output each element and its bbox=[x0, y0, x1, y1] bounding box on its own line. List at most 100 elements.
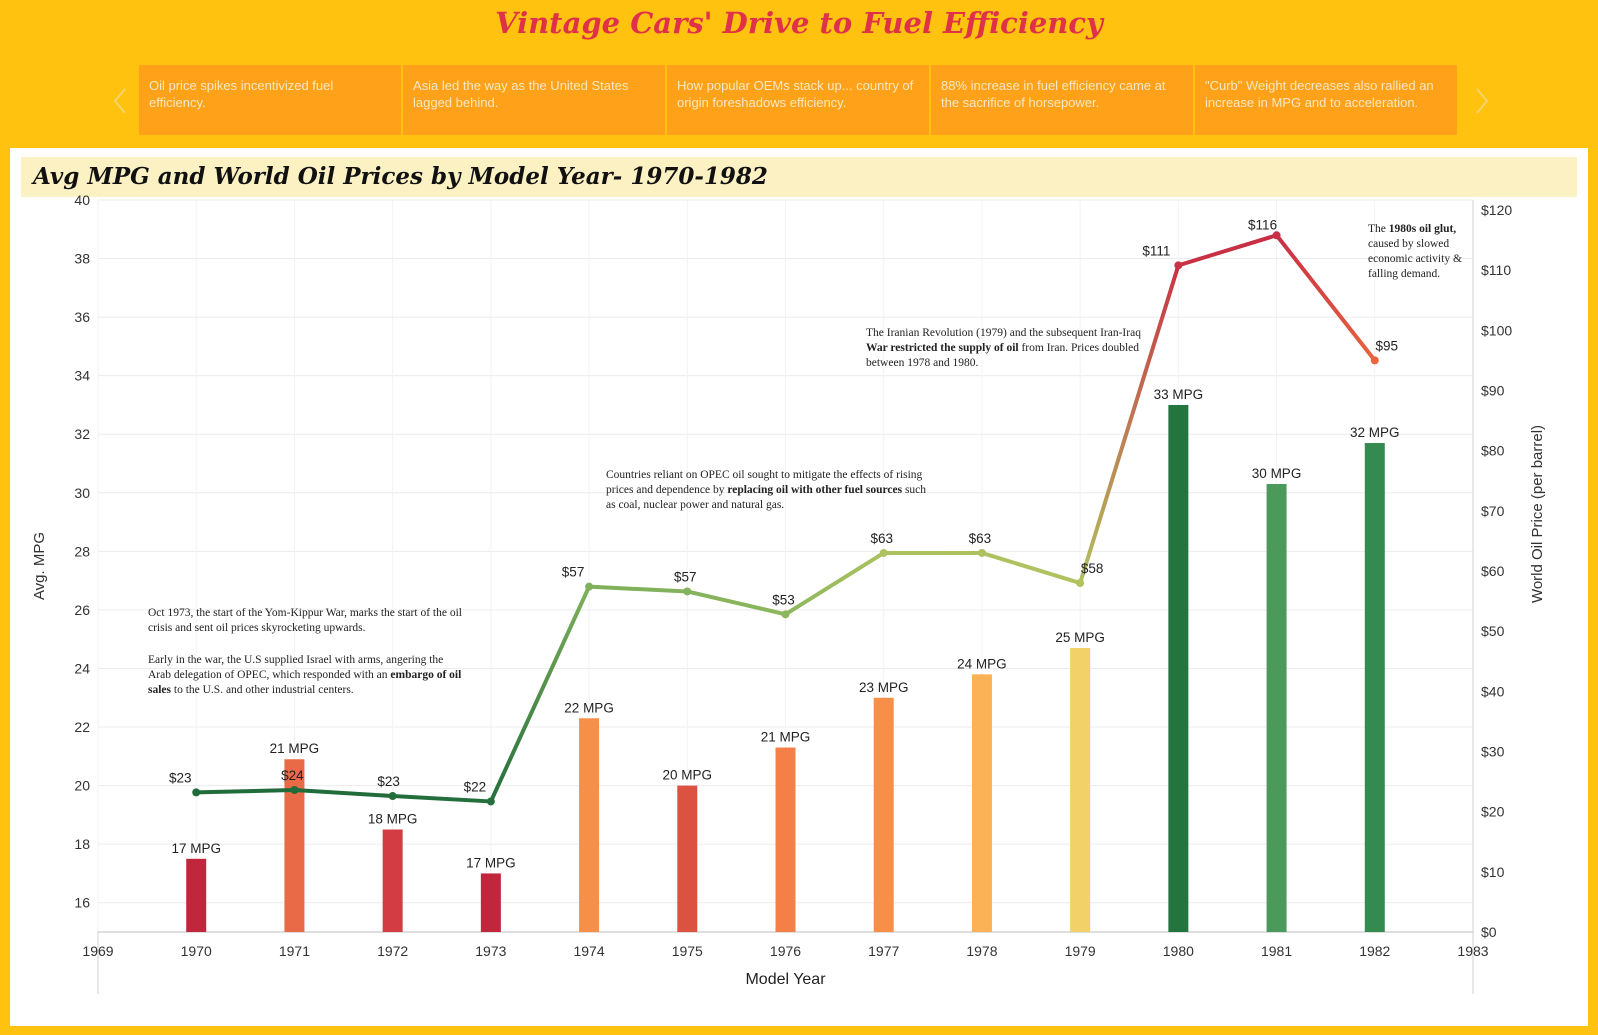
y2-tick-label: $10 bbox=[1481, 864, 1505, 880]
x-axis-label: Model Year bbox=[745, 971, 826, 988]
oil-price-label: $23 bbox=[169, 770, 192, 785]
oil-price-point bbox=[781, 610, 790, 619]
x-tick-label: 1976 bbox=[770, 943, 801, 959]
mpg-bar-label: 24 MPG bbox=[957, 656, 1007, 671]
mpg-bar-label: 25 MPG bbox=[1055, 630, 1105, 645]
mpg-bar bbox=[284, 759, 305, 932]
story-tabs: Oil price spikes incentivized fuel effic… bbox=[139, 65, 1463, 135]
mpg-bar bbox=[1266, 484, 1287, 932]
mpg-bar bbox=[1168, 404, 1189, 933]
y2-tick-label: $50 bbox=[1481, 623, 1505, 639]
y-tick-label: 36 bbox=[74, 309, 90, 325]
chart-title: Avg MPG and World Oil Prices by Model Ye… bbox=[21, 157, 1577, 197]
mpg-bar bbox=[873, 697, 894, 932]
oil-price-segment bbox=[1078, 263, 1181, 586]
oil-price-segment bbox=[979, 550, 1083, 586]
oil-price-segment bbox=[783, 550, 886, 617]
y-axis-label: Avg. MPG bbox=[31, 532, 48, 600]
oil-price-segment bbox=[390, 794, 493, 804]
mpg-bar-label: 23 MPG bbox=[859, 680, 909, 695]
next-arrow-icon[interactable] bbox=[1472, 86, 1492, 116]
mpg-bar-label: 30 MPG bbox=[1252, 466, 1302, 481]
y-tick-label: 26 bbox=[74, 602, 90, 618]
mpg-bar-label: 21 MPG bbox=[761, 730, 811, 745]
oil-price-segment bbox=[1274, 233, 1377, 363]
oil-price-label: $111 bbox=[1142, 243, 1170, 258]
oil-price-point bbox=[1174, 261, 1183, 270]
x-tick-label: 1974 bbox=[573, 943, 604, 959]
annotation-oil-glut: The 1980s oil glut, caused by slowed eco… bbox=[1368, 223, 1462, 280]
oil-price-point bbox=[977, 548, 986, 557]
y-tick-label: 16 bbox=[74, 895, 90, 911]
mpg-bar-label: 33 MPG bbox=[1154, 387, 1204, 402]
y-tick-label: 38 bbox=[74, 251, 90, 267]
y2-tick-label: $0 bbox=[1481, 924, 1497, 940]
story-tab-oems[interactable]: How popular OEMs stack up... country of … bbox=[667, 65, 931, 135]
y2-tick-label: $70 bbox=[1481, 503, 1505, 519]
oil-price-label: $63 bbox=[969, 531, 992, 546]
oil-price-label: $53 bbox=[772, 592, 795, 607]
annotation-embargo: Early in the war, the U.S supplied Israe… bbox=[148, 654, 462, 696]
y-tick-label: 24 bbox=[74, 660, 90, 676]
mpg-bar-label: 17 MPG bbox=[171, 841, 221, 856]
oil-price-label: $22 bbox=[464, 779, 487, 794]
oil-price-point bbox=[585, 582, 594, 591]
x-tick-label: 1979 bbox=[1065, 943, 1096, 959]
x-tick-label: 1977 bbox=[868, 943, 899, 959]
y2-tick-label: $110 bbox=[1481, 262, 1511, 278]
mpg-bar bbox=[1070, 647, 1091, 932]
x-tick-label: 1982 bbox=[1359, 943, 1390, 959]
oil-price-label: $24 bbox=[281, 768, 304, 783]
story-tab-horsepower[interactable]: 88% increase in fuel efficiency came at … bbox=[931, 65, 1195, 135]
oil-price-label: $57 bbox=[562, 565, 585, 580]
y-tick-label: 22 bbox=[74, 719, 90, 735]
oil-price-point bbox=[486, 797, 495, 806]
story-tab-asia[interactable]: Asia led the way as the United States la… bbox=[403, 65, 667, 135]
oil-price-label: $63 bbox=[870, 531, 893, 546]
x-tick-label: 1971 bbox=[279, 943, 310, 959]
mpg-bar bbox=[579, 718, 600, 932]
y2-tick-label: $100 bbox=[1481, 322, 1512, 338]
mpg-bar-label: 17 MPG bbox=[466, 855, 516, 870]
y2-axis-label: World Oil Price (per barrel) bbox=[1529, 425, 1546, 603]
x-tick-label: 1978 bbox=[966, 943, 997, 959]
oil-price-labels: $23 $24 $23 $22 $57 $57 $53 $63 $63 $58 $111 $116 $9… bbox=[169, 217, 1398, 794]
y-tick-label: 18 bbox=[74, 836, 90, 852]
oil-price-point bbox=[683, 587, 692, 596]
x-tick-label: 1981 bbox=[1261, 943, 1292, 959]
mpg-bar-label: 20 MPG bbox=[663, 768, 713, 783]
oil-price-label: $95 bbox=[1376, 338, 1399, 353]
oil-price-segment bbox=[1176, 233, 1279, 268]
y-tick-label: 40 bbox=[74, 192, 90, 208]
oil-price-point bbox=[192, 788, 201, 797]
oil-price-points bbox=[192, 231, 1379, 806]
x-tick-label: 1973 bbox=[475, 943, 506, 959]
y2-tick-label: $90 bbox=[1481, 383, 1505, 399]
y2-tick-label: $30 bbox=[1481, 744, 1505, 760]
mpg-bar-label: 32 MPG bbox=[1350, 425, 1400, 440]
y2-tick-label: $20 bbox=[1481, 804, 1505, 820]
story-tab-curb-weight[interactable]: "Curb" Weight decreases also rallied an … bbox=[1195, 65, 1459, 135]
story-tab-oil-price[interactable]: Oil price spikes incentivized fuel effic… bbox=[139, 65, 403, 135]
y-tick-label: 28 bbox=[74, 543, 90, 559]
oil-price-segment bbox=[194, 788, 297, 795]
mpg-bar-label: 22 MPG bbox=[564, 700, 614, 715]
mpg-bars bbox=[186, 404, 1385, 933]
y2-tick-label: $120 bbox=[1481, 202, 1512, 218]
oil-price-segment bbox=[488, 584, 592, 804]
oil-price-point bbox=[879, 548, 888, 557]
mpg-bar-label: 21 MPG bbox=[270, 741, 320, 756]
chart-panel: Avg MPG and World Oil Prices by Model Ye… bbox=[10, 148, 1588, 1026]
y2-tick-label: $60 bbox=[1481, 563, 1505, 579]
mpg-bar-labels: 17 MPG 21 MPG 18 MPG 17 MPG 22 MPG 20 MPG 21 M… bbox=[171, 387, 1399, 870]
y2-tick-label: $40 bbox=[1481, 683, 1505, 699]
y-tick-label: 32 bbox=[74, 426, 90, 442]
dashboard-title: Vintage Cars' Drive to Fuel Efficiency bbox=[495, 6, 1103, 40]
oil-price-point bbox=[1272, 231, 1281, 240]
oil-price-label: $57 bbox=[674, 569, 697, 584]
y-tick-label: 30 bbox=[74, 485, 90, 501]
annotation-opec: Countries reliant on OPEC oil sought to … bbox=[606, 469, 927, 511]
prev-arrow-icon[interactable] bbox=[110, 86, 130, 116]
oil-price-segment bbox=[587, 584, 690, 594]
